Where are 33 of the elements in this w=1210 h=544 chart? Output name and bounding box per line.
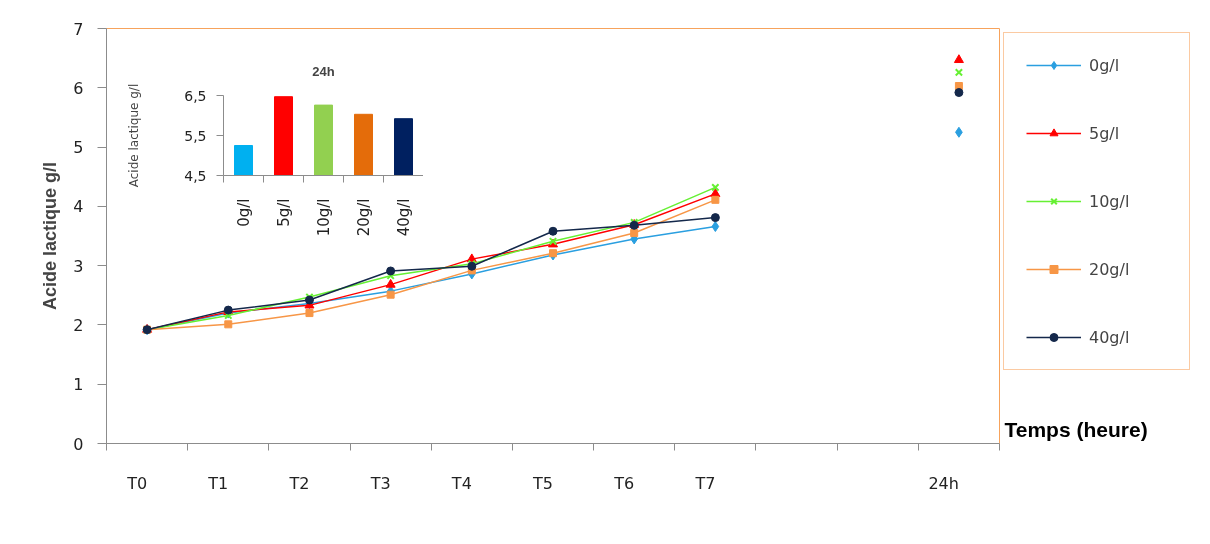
x-tick-label: 20g/l: [354, 198, 373, 237]
y-tick-label: 4: [73, 197, 84, 217]
x-tick-label: T7: [694, 474, 716, 493]
x-axis-title: Temps (heure): [1004, 417, 1148, 441]
y-tick-label: 6,5: [184, 87, 207, 104]
y-tick-label: 6: [73, 78, 84, 98]
x-tick-label: T5: [532, 474, 553, 493]
y-tick-label: 7: [73, 19, 84, 39]
y-tick-label: 5: [73, 138, 84, 158]
y-tick-label: 2: [73, 315, 84, 335]
x-tick-label: 10g/l: [314, 198, 333, 237]
x-tick-label: 5g/l: [274, 198, 293, 227]
x-tick-label: T0: [126, 474, 148, 493]
y-tick-label: 0: [73, 434, 84, 454]
x-tick-label: T1: [207, 474, 229, 493]
y-tick-label: 3: [73, 256, 84, 276]
y-tick-label: 1: [73, 375, 84, 395]
x-tick-label: T3: [369, 474, 391, 493]
y-tick-label: 5,5: [184, 127, 207, 144]
legend-label: 40g/l: [1089, 327, 1131, 347]
x-tick-label: 40g/l: [394, 198, 413, 237]
legend-label: 0g/l: [1089, 55, 1121, 75]
y-axis-title: Acide lactique g/l: [40, 161, 61, 311]
x-tick-label: T6: [613, 474, 635, 493]
x-tick-label: 24h: [928, 474, 959, 493]
legend-label: 20g/l: [1089, 259, 1131, 279]
y-axis-title: Acide lactique g/l: [127, 83, 142, 188]
x-tick-label: 0g/l: [234, 198, 253, 227]
chart-title: 24h: [312, 63, 335, 79]
legend-label: 5g/l: [1089, 123, 1121, 143]
x-tick-label: T2: [288, 474, 310, 493]
x-tick-label: T4: [450, 474, 472, 493]
y-tick-label: 4,5: [184, 167, 207, 184]
